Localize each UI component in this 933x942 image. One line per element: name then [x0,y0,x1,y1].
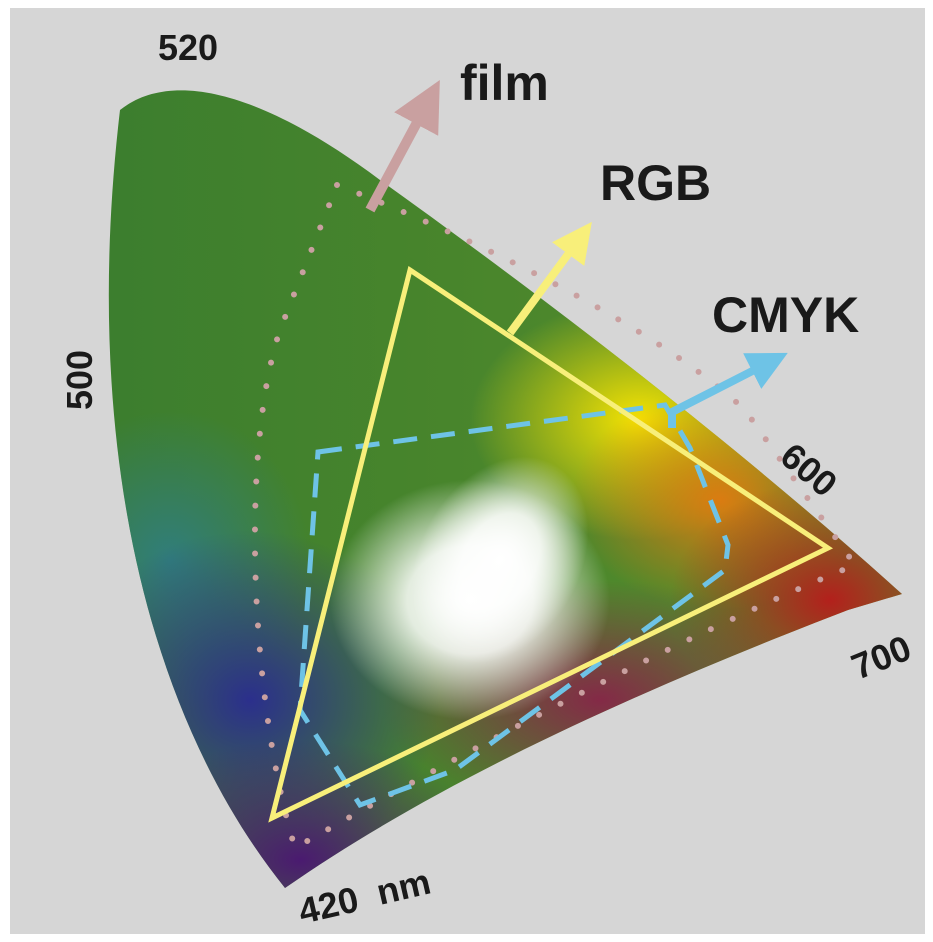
wavelength-label-700: 700 [846,627,917,688]
cmyk-arrow [668,352,788,428]
wavelength-label-520: 520 [158,27,218,68]
rgb-label: RGB [600,155,711,211]
rgb-gamut-triangle [268,265,834,823]
cmyk-label: CMYK [712,287,859,343]
film-label: film [460,55,549,111]
rgb-arrow [506,221,592,336]
wavelength-unit-nm: nm [373,861,435,913]
wavelength-label-500: 500 [59,350,100,410]
spectral-locus-fill [108,90,902,889]
film-arrow [365,79,440,213]
wavelength-label-420: 420 [295,878,363,931]
cmyk-gamut-outline [297,402,731,809]
